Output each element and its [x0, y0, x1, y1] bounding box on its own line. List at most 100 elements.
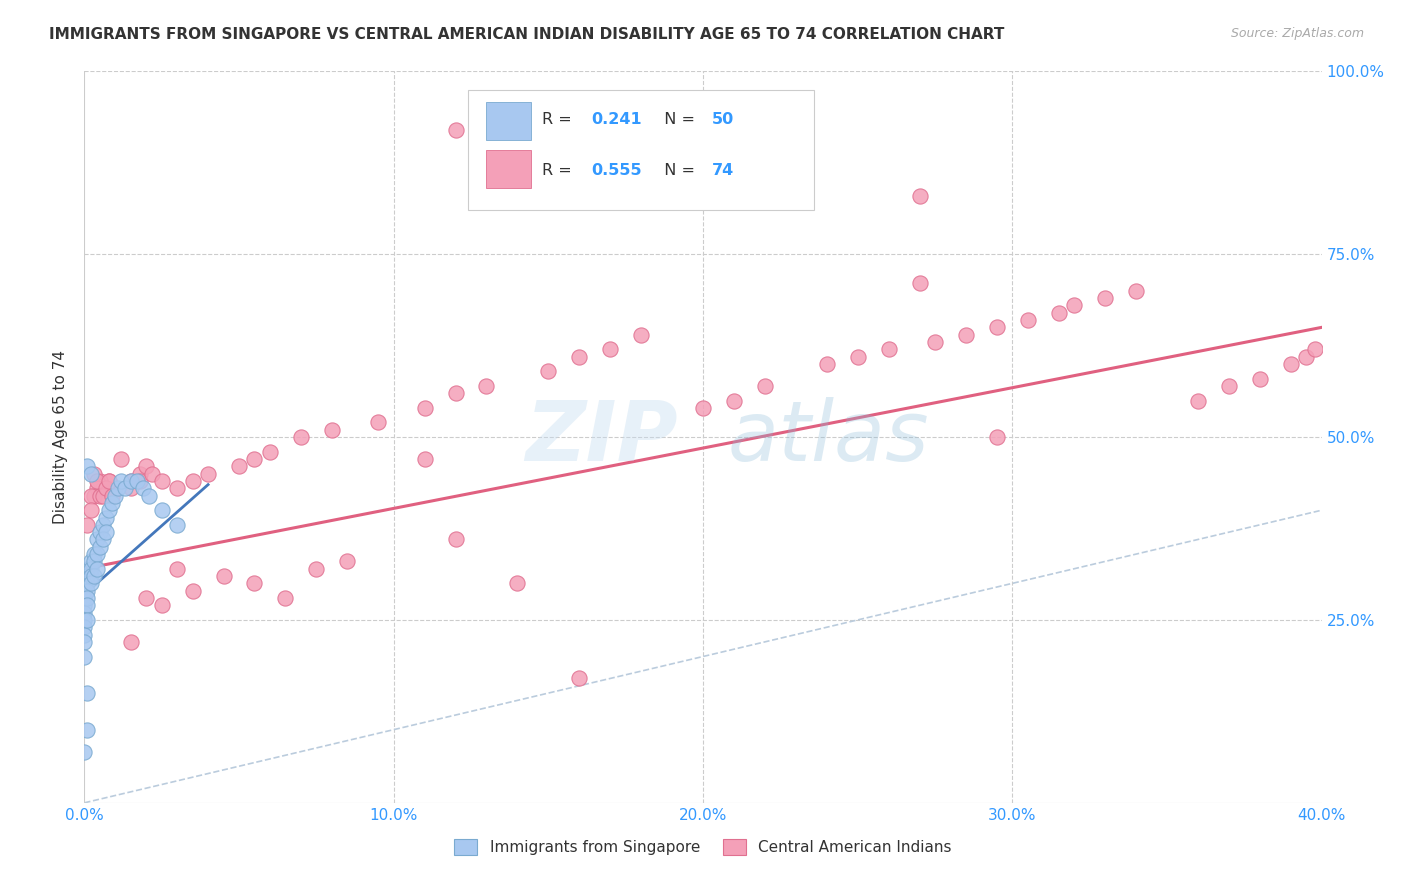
Point [79, 562, 101, 576]
Point [110, 474, 132, 488]
Point [367, 416, 389, 430]
Point [141, 467, 163, 481]
Point [877, 343, 900, 357]
Point [76, 569, 98, 583]
Point [76, 517, 98, 532]
Point [754, 379, 776, 393]
Point [91, 489, 114, 503]
Text: 0.555: 0.555 [592, 162, 643, 178]
Point [444, 386, 467, 401]
Point [413, 401, 436, 415]
Text: 74: 74 [711, 162, 734, 178]
Point [73, 620, 96, 634]
Point [924, 334, 946, 349]
Point [1017, 313, 1039, 327]
Point [73, 649, 96, 664]
Point [79, 576, 101, 591]
Point [83, 467, 105, 481]
Point [444, 123, 467, 137]
Text: IMMIGRANTS FROM SINGAPORE VS CENTRAL AMERICAN INDIAN DISABILITY AGE 65 TO 74 COR: IMMIGRANTS FROM SINGAPORE VS CENTRAL AME… [49, 27, 1004, 42]
Text: N =: N = [654, 112, 700, 128]
Text: 50: 50 [711, 112, 734, 128]
Point [73, 635, 96, 649]
Point [94, 481, 117, 495]
Point [181, 583, 204, 598]
Point [1295, 350, 1317, 364]
Point [86, 474, 108, 488]
Point [91, 517, 114, 532]
Point [76, 686, 98, 700]
Point [98, 503, 121, 517]
Text: R =: R = [543, 162, 576, 178]
Point [986, 320, 1008, 334]
Point [908, 188, 931, 202]
Point [94, 510, 117, 524]
Point [83, 554, 105, 568]
Point [321, 423, 343, 437]
Point [120, 481, 142, 495]
Point [166, 517, 188, 532]
Legend: Immigrants from Singapore, Central American Indians: Immigrants from Singapore, Central Ameri… [449, 833, 957, 861]
Point [336, 554, 359, 568]
Point [73, 599, 96, 613]
Point [73, 745, 96, 759]
Point [86, 533, 108, 547]
Point [132, 481, 155, 495]
Point [259, 444, 281, 458]
Point [150, 503, 173, 517]
Point [692, 401, 714, 415]
Point [1279, 357, 1302, 371]
Point [73, 613, 96, 627]
Point [475, 379, 498, 393]
Point [1187, 393, 1209, 408]
Point [125, 474, 148, 488]
Point [135, 459, 157, 474]
Point [110, 452, 132, 467]
Point [1305, 343, 1327, 357]
Point [101, 496, 124, 510]
Point [243, 452, 266, 467]
Point [73, 591, 96, 605]
Point [83, 547, 105, 561]
Point [120, 474, 142, 488]
Point [181, 474, 204, 488]
Point [723, 393, 745, 408]
Point [76, 562, 98, 576]
Point [83, 489, 105, 503]
Point [274, 591, 297, 605]
Point [1047, 306, 1070, 320]
Point [212, 569, 235, 583]
Text: atlas: atlas [728, 397, 929, 477]
Point [413, 452, 436, 467]
Point [104, 481, 127, 495]
Point [73, 576, 96, 591]
Point [150, 474, 173, 488]
Point [89, 525, 111, 540]
Point [76, 599, 98, 613]
Point [107, 481, 129, 495]
Point [83, 569, 105, 583]
Point [568, 350, 591, 364]
Text: R =: R = [543, 112, 576, 128]
Point [166, 562, 188, 576]
Point [101, 489, 124, 503]
FancyBboxPatch shape [486, 102, 531, 140]
Point [79, 554, 101, 568]
Point [89, 540, 111, 554]
Point [79, 467, 101, 481]
Point [73, 583, 96, 598]
Point [76, 591, 98, 605]
Point [815, 357, 838, 371]
Point [76, 723, 98, 737]
Point [1125, 284, 1147, 298]
FancyBboxPatch shape [468, 90, 814, 211]
Point [138, 489, 160, 503]
Point [290, 430, 312, 444]
Point [73, 606, 96, 620]
Point [86, 562, 108, 576]
Point [86, 481, 108, 495]
Point [986, 430, 1008, 444]
Point [1063, 298, 1085, 312]
Point [150, 599, 173, 613]
Point [120, 635, 142, 649]
